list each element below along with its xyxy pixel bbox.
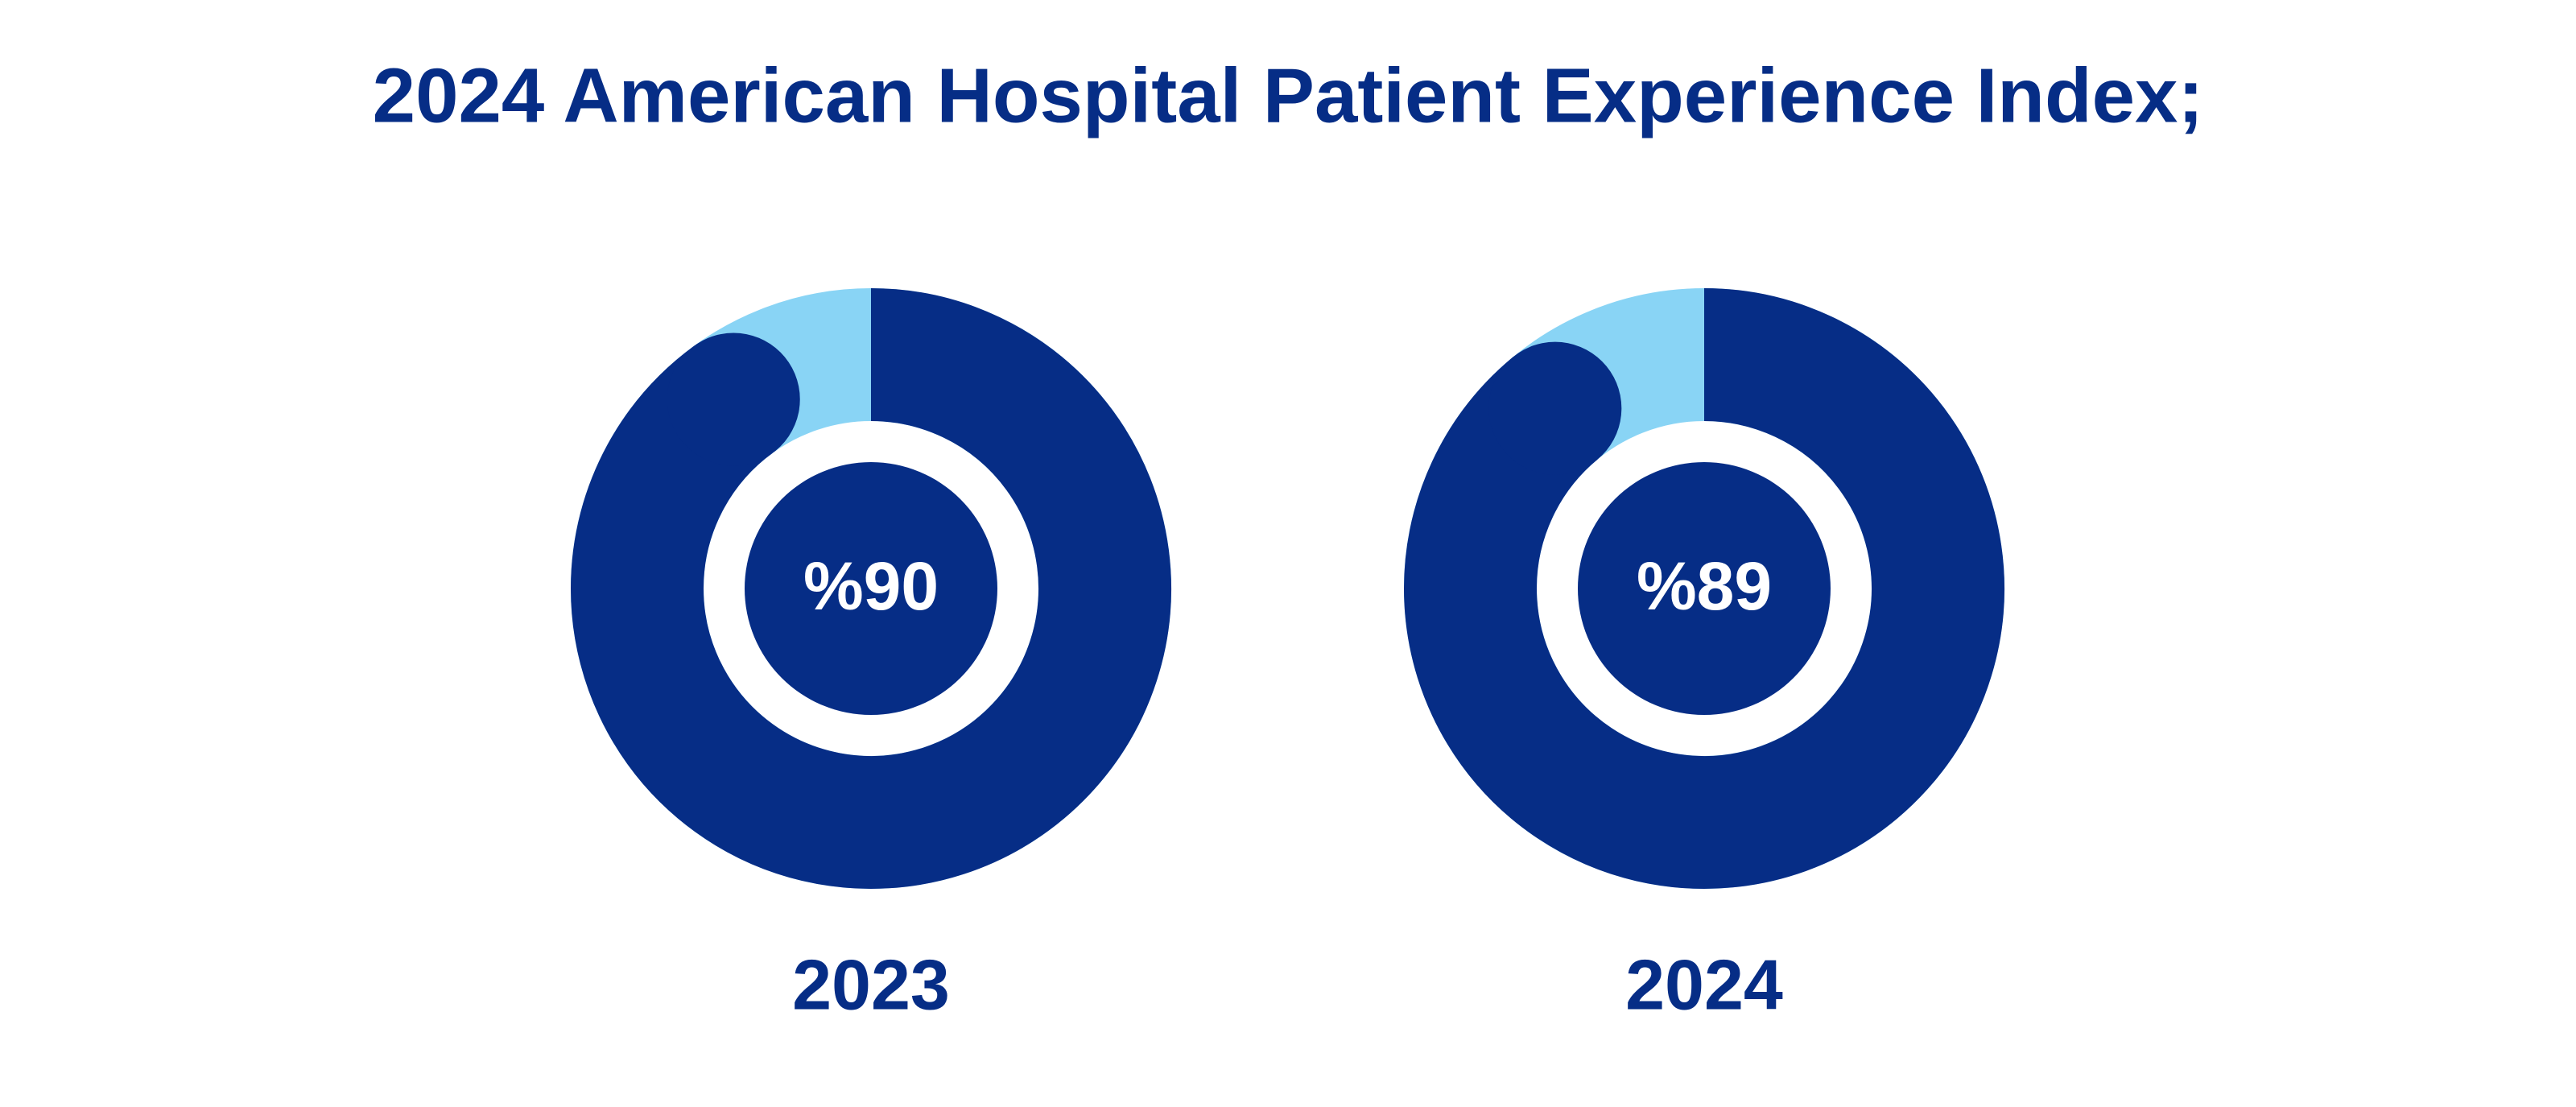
value-label: %89 <box>1637 548 1772 624</box>
arc-end-cap <box>1488 341 1622 475</box>
donut-arc <box>571 288 1171 889</box>
value-label: %90 <box>803 548 939 624</box>
arc-end-cap <box>667 333 800 466</box>
year-label: 2023 <box>792 944 950 1024</box>
donut-center <box>745 462 997 715</box>
donut-arc <box>1404 288 2004 889</box>
donut-center <box>1578 462 1831 715</box>
page-title: 2024 American Hospital Patient Experienc… <box>373 52 2204 138</box>
year-label: 2024 <box>1625 944 1783 1024</box>
